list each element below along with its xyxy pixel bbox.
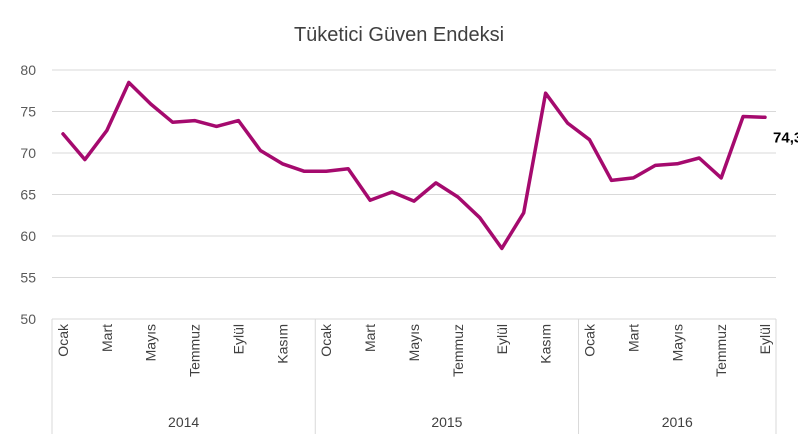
x-axis: 2014 2015 2016 Ocak Mart Mayıs Temmuz Eylül Kası… bbox=[51, 318, 777, 434]
gridlines bbox=[52, 69, 776, 320]
y-tick-label: 65 bbox=[20, 187, 36, 203]
year-label: 2014 bbox=[168, 414, 199, 430]
x-tick-label: Mayıs bbox=[669, 324, 685, 361]
x-tick-label: Eylül bbox=[757, 324, 773, 354]
x-tick-label: Temmuz bbox=[187, 324, 203, 377]
year-label: 2015 bbox=[431, 414, 462, 430]
y-tick-label: 50 bbox=[20, 311, 36, 327]
x-tick-label: Ocak bbox=[55, 323, 71, 357]
chart-title: Tüketici Güven Endeksi bbox=[294, 24, 504, 46]
x-tick-label: Ocak bbox=[318, 323, 334, 357]
y-tick-label: 70 bbox=[20, 145, 36, 161]
series-line bbox=[61, 80, 767, 251]
x-tick-label: Mayıs bbox=[406, 324, 422, 361]
series-layer bbox=[61, 80, 767, 251]
x-tick-label: Mart bbox=[362, 324, 378, 352]
y-tick-label: 60 bbox=[20, 228, 36, 244]
y-tick-label: 55 bbox=[20, 270, 36, 286]
x-tick-label: Kasım bbox=[274, 324, 290, 364]
year-label: 2016 bbox=[662, 414, 693, 430]
data-labels: 74,3 bbox=[773, 129, 798, 146]
y-tick-label: 75 bbox=[20, 104, 36, 120]
data-label: 74,3 bbox=[773, 129, 798, 146]
x-tick-label: Eylül bbox=[230, 324, 246, 354]
x-tick-label: Temmuz bbox=[713, 324, 729, 377]
x-tick-label: Mart bbox=[99, 324, 115, 352]
x-tick-label: Ocak bbox=[582, 323, 598, 357]
x-tick-label: Kasım bbox=[538, 324, 554, 364]
y-tick-label: 80 bbox=[20, 62, 36, 78]
x-tick-label: Mayıs bbox=[143, 324, 159, 361]
x-tick-label: Temmuz bbox=[450, 324, 466, 377]
y-axis-ticks: 50 55 60 65 70 75 80 bbox=[20, 62, 36, 327]
x-tick-label: Mart bbox=[625, 324, 641, 352]
x-tick-label: Eylül bbox=[494, 324, 510, 354]
